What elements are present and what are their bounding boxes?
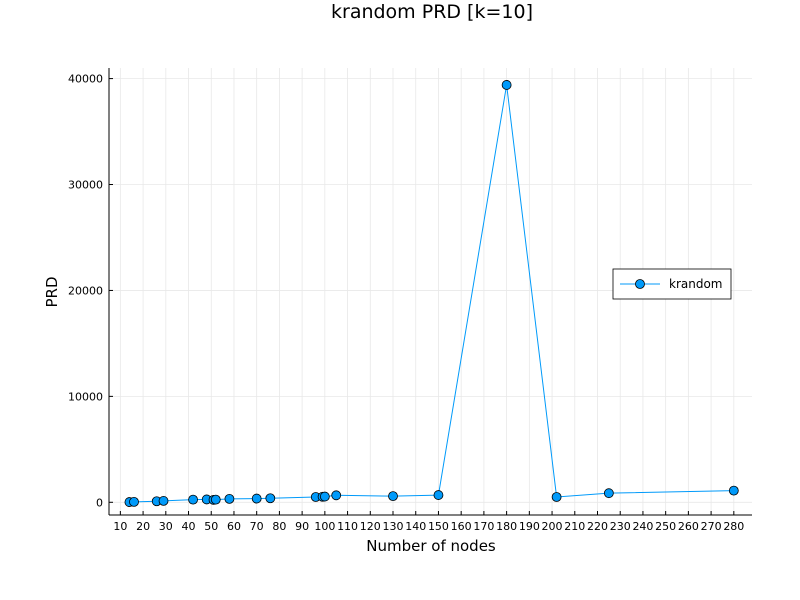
legend-label: krandom	[669, 277, 723, 291]
x-tick-label: 280	[723, 520, 744, 533]
x-tick-label: 180	[496, 520, 517, 533]
legend: krandom	[612, 268, 732, 300]
x-tick-label: 90	[295, 520, 309, 533]
data-point	[224, 493, 235, 504]
x-tick-label: 250	[655, 520, 676, 533]
series-krandom	[124, 80, 739, 507]
data-point	[501, 80, 512, 90]
data-point	[551, 492, 562, 502]
x-tick-label: 140	[405, 520, 426, 533]
y-tick-label: 30000	[68, 179, 103, 192]
x-tick-label: 110	[337, 520, 358, 533]
y-tick-label: 40000	[68, 73, 103, 86]
x-tick-label: 220	[587, 520, 608, 533]
y-axis-label: PRD	[43, 276, 61, 307]
x-tick-label: 170	[473, 520, 494, 533]
x-tick-label: 20	[136, 520, 150, 533]
x-tick-label: 270	[701, 520, 722, 533]
x-tick-label: 50	[204, 520, 218, 533]
data-point	[728, 485, 739, 496]
chart-title: krandom PRD [k=10]	[331, 1, 533, 23]
data-point	[319, 491, 330, 502]
x-tick-label: 10	[113, 520, 127, 533]
x-tick-label: 160	[451, 520, 472, 533]
x-tick-label: 100	[314, 520, 335, 533]
data-point	[433, 490, 444, 500]
x-tick-label: 230	[610, 520, 631, 533]
data-point	[603, 488, 614, 499]
y-tick-label: 0	[96, 496, 103, 509]
x-tick-label: 40	[182, 520, 196, 533]
x-tick-label: 150	[428, 520, 449, 533]
x-tick-label: 130	[383, 520, 404, 533]
legend-marker	[635, 279, 645, 289]
data-point	[158, 496, 169, 506]
x-tick-label: 30	[159, 520, 173, 533]
x-tick-label: 190	[519, 520, 540, 533]
x-tick-label: 240	[632, 520, 653, 533]
data-point	[251, 493, 262, 504]
x-tick-label: 260	[678, 520, 699, 533]
x-tick-label: 120	[360, 520, 381, 533]
data-point	[188, 494, 198, 505]
data-point	[210, 494, 221, 505]
x-tick-label: 70	[250, 520, 264, 533]
x-tick-label: 60	[227, 520, 241, 533]
x-tick-label: 210	[564, 520, 585, 533]
y-tick-label: 20000	[68, 284, 103, 297]
x-tick-label: 200	[542, 520, 563, 533]
data-point	[265, 493, 276, 504]
data-point	[129, 496, 139, 507]
x-tick-label: 80	[272, 520, 286, 533]
x-axis-label: Number of nodes	[366, 537, 496, 555]
data-point	[331, 490, 342, 501]
data-point	[388, 491, 398, 502]
y-tick-label: 10000	[68, 390, 103, 403]
axes: 10 20 30 40 50 60 70 80 90 100 110 120 130 140 150 160 1…	[68, 68, 752, 533]
